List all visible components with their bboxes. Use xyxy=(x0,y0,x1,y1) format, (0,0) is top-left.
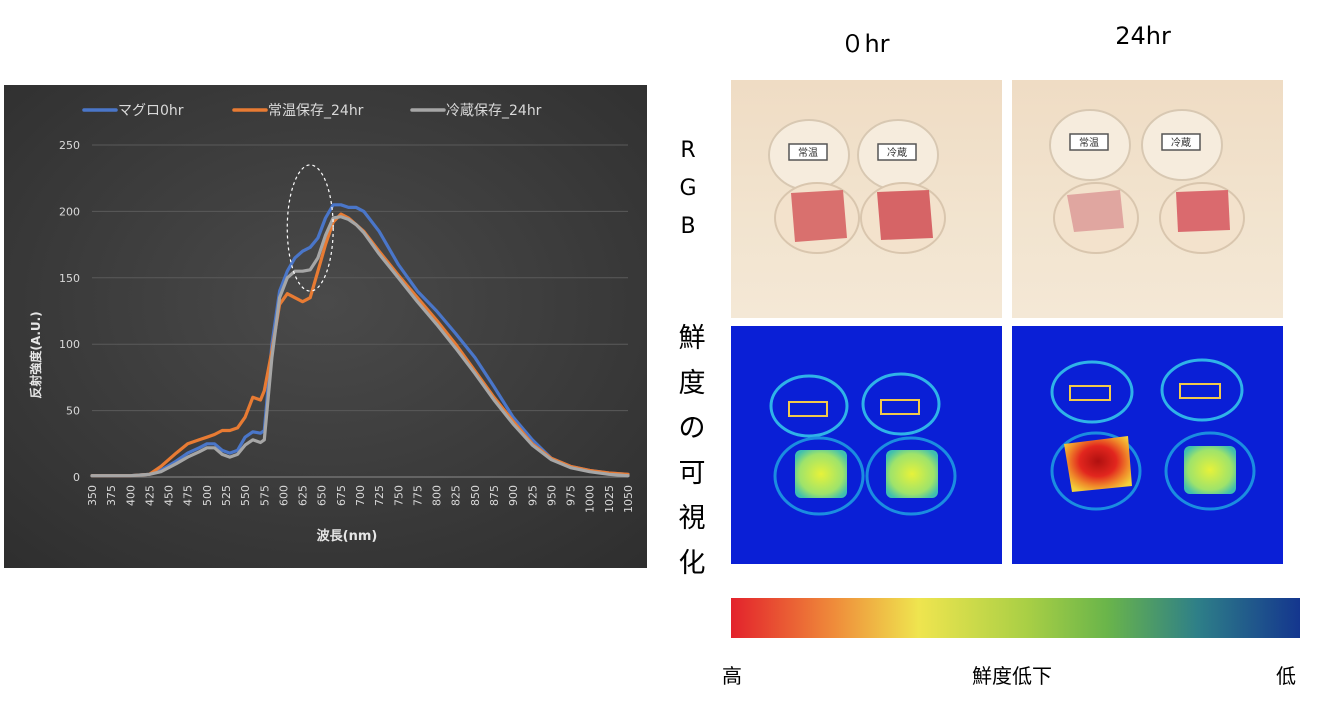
x-tick-label: 775 xyxy=(411,485,424,506)
x-tick-label: 675 xyxy=(335,485,348,506)
x-tick-label: 800 xyxy=(431,485,444,506)
legend-entry: 冷蔵保存_24hr xyxy=(446,103,542,119)
freshness-map-0hr xyxy=(731,326,1002,564)
legend-entry: 常温保存_24hr xyxy=(268,103,364,119)
rgb-photo-24hr: 常温 冷蔵 xyxy=(1012,80,1283,318)
spectrum-chart: 0 50 100 150 200 250 350 375 400 425 450 475 500 525… xyxy=(4,85,647,568)
row-label-vis-char: 視 xyxy=(678,503,706,534)
x-tick-label: 875 xyxy=(488,485,501,506)
x-tick-label: 700 xyxy=(354,485,367,506)
row-label-vis-char: 可 xyxy=(678,458,706,489)
y-tick-label: 200 xyxy=(59,205,80,218)
series-line-2 xyxy=(90,215,630,478)
row-label-rgb: R G B xyxy=(673,140,703,254)
y-tick-label: 100 xyxy=(59,338,80,351)
row-label-rgb-char: B xyxy=(680,214,696,239)
row-label-visualization: 鮮 度 の 可 視 化 xyxy=(677,325,707,595)
x-tick-label: 375 xyxy=(105,485,118,506)
y-axis-label: 反射強度(A.U.) xyxy=(28,311,43,398)
colorbar-label-low: 低 xyxy=(1276,664,1296,688)
x-tick-label: 400 xyxy=(124,485,137,506)
x-tick-label: 525 xyxy=(220,485,233,506)
x-tick-label: 825 xyxy=(450,485,463,506)
freshness-map-24hr xyxy=(1012,326,1283,564)
freshness-colorbar xyxy=(731,598,1300,638)
y-tick-label: 0 xyxy=(73,471,80,484)
x-tick-label: 1025 xyxy=(603,485,616,513)
y-tick-label: 50 xyxy=(66,405,80,418)
colorbar-label-middle: 鮮度低下 xyxy=(972,664,1052,688)
highlight-ellipse xyxy=(286,164,334,292)
x-tick-label: 550 xyxy=(239,485,252,506)
chart-background xyxy=(4,85,647,568)
sample-label-reizou: 冷蔵 xyxy=(887,146,907,159)
x-tick-label: 725 xyxy=(373,485,386,506)
x-tick-label: 600 xyxy=(277,485,290,506)
x-tick-label: 575 xyxy=(258,485,271,506)
column-label-24hr: 24hr xyxy=(1115,22,1171,50)
x-tick-label: 425 xyxy=(143,485,156,506)
rgb-photo-0hr: 常温 冷蔵 xyxy=(731,80,1002,318)
x-tick-label: 750 xyxy=(392,485,405,506)
x-tick-label: 450 xyxy=(163,485,176,506)
x-tick-label: 975 xyxy=(565,485,578,506)
x-tick-label: 625 xyxy=(297,485,310,506)
row-label-rgb-char: R xyxy=(680,138,696,163)
row-label-vis-char: 度 xyxy=(678,368,706,399)
y-tick-label: 250 xyxy=(59,139,80,152)
row-label-vis-char: 化 xyxy=(678,548,706,579)
legend-entry: マグロ0hr xyxy=(118,103,184,119)
sample-label-jouon: 常温 xyxy=(798,146,818,159)
colorbar-label-high: 高 xyxy=(722,664,742,688)
sample-label-reizou: 冷蔵 xyxy=(1171,136,1191,149)
column-label-0hr: ０hr xyxy=(840,30,890,58)
x-tick-label: 650 xyxy=(316,485,329,506)
x-axis-label: 波長(nm) xyxy=(317,528,378,544)
x-tick-label: 1000 xyxy=(584,485,597,513)
sample-label-jouon: 常温 xyxy=(1079,136,1099,149)
x-tick-label: 350 xyxy=(86,485,99,506)
y-tick-label: 150 xyxy=(59,272,80,285)
x-tick-label: 1050 xyxy=(622,485,635,513)
x-tick-label: 500 xyxy=(201,485,214,506)
x-tick-label: 475 xyxy=(182,485,195,506)
spectrum-chart-svg: 0 50 100 150 200 250 350 375 400 425 450 475 500 525… xyxy=(4,85,647,568)
x-tick-label: 850 xyxy=(469,485,482,506)
x-tick-label: 950 xyxy=(545,485,558,506)
x-tick-label: 925 xyxy=(526,485,539,506)
row-label-rgb-char: G xyxy=(679,176,697,201)
x-tick-label: 900 xyxy=(507,485,520,506)
series-line-0 xyxy=(90,203,630,478)
row-label-vis-char: 鮮 xyxy=(678,323,706,354)
row-label-vis-char: の xyxy=(678,413,706,444)
